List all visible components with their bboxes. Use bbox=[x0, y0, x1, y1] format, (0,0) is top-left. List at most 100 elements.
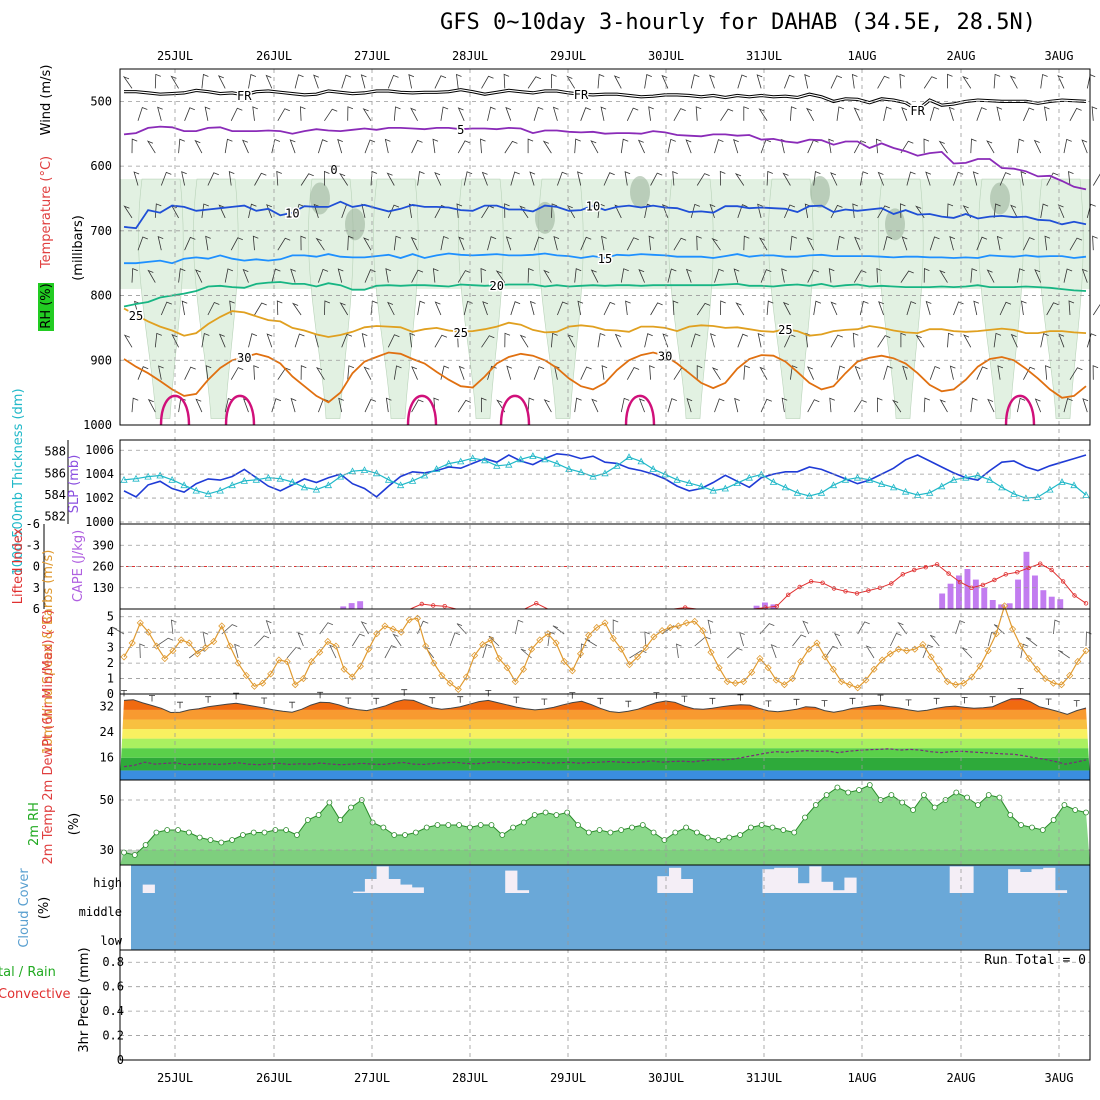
wind-barb bbox=[123, 334, 133, 348]
wind-barb bbox=[361, 332, 368, 348]
axis-label-rh2m: 2m RH bbox=[27, 802, 42, 846]
wind-tick: 4 bbox=[107, 625, 114, 639]
rh-shade-blob bbox=[308, 178, 354, 419]
wind-barb bbox=[458, 236, 465, 251]
temp-band bbox=[120, 698, 1090, 701]
wind-barb bbox=[833, 632, 842, 647]
rh2m-point bbox=[218, 839, 225, 846]
precip-tick: 0.8 bbox=[102, 955, 124, 969]
li-point bbox=[1060, 579, 1066, 584]
wind-speed-point bbox=[373, 630, 381, 638]
wind-barb bbox=[458, 365, 465, 380]
wind-barb bbox=[456, 203, 463, 218]
li-tick: 6 bbox=[33, 602, 40, 616]
high-cloud-clear bbox=[400, 884, 413, 893]
wind-speed-point bbox=[829, 665, 837, 673]
contour-label: FR bbox=[237, 89, 252, 103]
wind-barb bbox=[996, 106, 1003, 121]
wind-barb bbox=[131, 397, 139, 413]
wind-barb bbox=[410, 107, 418, 121]
wind-barb bbox=[480, 138, 486, 154]
wind-speed-point bbox=[568, 667, 576, 675]
wind-barb bbox=[782, 172, 791, 186]
thickness-point bbox=[721, 484, 729, 492]
contour-label: 0 bbox=[330, 163, 337, 177]
rh-shade-blob bbox=[768, 178, 814, 419]
wind-barb bbox=[527, 76, 542, 89]
wind-barb bbox=[488, 635, 500, 647]
high-cloud-clear bbox=[142, 884, 155, 893]
wind-barb bbox=[271, 268, 281, 283]
wind-barb bbox=[877, 75, 890, 89]
wind-barb bbox=[1086, 333, 1097, 348]
slp-line bbox=[123, 452, 1087, 498]
rh2m-point bbox=[737, 832, 743, 838]
thickness-point bbox=[793, 488, 802, 496]
wind-barb bbox=[648, 106, 654, 121]
wind-barb bbox=[1043, 106, 1050, 121]
wind-barb bbox=[877, 335, 891, 348]
wind-speed-point bbox=[348, 673, 356, 681]
wind-barb bbox=[603, 172, 615, 186]
run-total: Run Total = 0 bbox=[984, 953, 1086, 968]
rh2m-point bbox=[153, 829, 160, 836]
cloud-level-tick: high bbox=[93, 876, 122, 890]
thickness-point bbox=[529, 452, 537, 459]
dewpoint-line bbox=[123, 748, 1087, 768]
thickness-point bbox=[938, 482, 946, 490]
cape-tick: 390 bbox=[92, 538, 114, 552]
wind-barb bbox=[294, 333, 305, 348]
wind-barb bbox=[154, 203, 162, 218]
wind-barb bbox=[137, 366, 149, 380]
wind-barb bbox=[218, 204, 226, 219]
wind-speed-point bbox=[405, 616, 413, 624]
wind-barb bbox=[137, 236, 148, 251]
contour-label: 15 bbox=[598, 252, 612, 266]
thickness-point bbox=[841, 475, 850, 483]
wind-barb bbox=[277, 237, 291, 251]
wind-barb bbox=[254, 172, 267, 186]
wind-speed-point bbox=[797, 657, 805, 666]
thickness-point bbox=[950, 475, 958, 483]
li-point bbox=[1072, 593, 1077, 598]
temp-max-bar bbox=[541, 698, 548, 705]
wind-speed-point bbox=[780, 681, 788, 689]
wind-barb bbox=[370, 300, 378, 316]
temp-tick: 24 bbox=[100, 725, 114, 739]
wind-speed-point bbox=[740, 678, 748, 686]
wind-barb bbox=[962, 75, 972, 89]
wind-barb bbox=[292, 302, 302, 316]
li-tick: -3 bbox=[26, 538, 40, 552]
wind-barb bbox=[157, 106, 163, 121]
wind-barb bbox=[170, 619, 177, 635]
wind-barb bbox=[457, 107, 465, 121]
li-point bbox=[900, 572, 905, 577]
contour-label: 30 bbox=[237, 351, 251, 365]
wind-barb bbox=[629, 650, 647, 659]
wind-barb bbox=[137, 106, 148, 121]
thickness-point bbox=[805, 492, 814, 499]
wind-barb bbox=[685, 268, 692, 283]
axis-label-thickness: 1000-500mb Thickness (dm) bbox=[11, 388, 26, 575]
thickness-point bbox=[204, 490, 212, 497]
wind-speed-point bbox=[161, 654, 169, 663]
wind-barb bbox=[972, 171, 979, 186]
date-label-top: 29JUL bbox=[550, 49, 586, 63]
temp-tick: 16 bbox=[100, 751, 114, 765]
wind-barb bbox=[316, 366, 325, 380]
wind-speed-point bbox=[674, 622, 682, 630]
high-cloud-clear bbox=[1054, 890, 1068, 893]
wind-barb bbox=[134, 300, 140, 316]
wind-barb bbox=[505, 106, 512, 121]
thickness-point bbox=[865, 475, 874, 483]
wind-barb bbox=[123, 205, 133, 219]
high-cloud-clear bbox=[832, 890, 845, 893]
wind-barb bbox=[504, 203, 510, 218]
wind-speed-point bbox=[365, 645, 373, 653]
wind-barb bbox=[854, 365, 861, 380]
li-point bbox=[923, 565, 928, 570]
wind-speed-point bbox=[960, 679, 968, 687]
wind-barb bbox=[440, 235, 449, 251]
wind-barb bbox=[527, 268, 534, 283]
wind-barb bbox=[711, 237, 721, 251]
